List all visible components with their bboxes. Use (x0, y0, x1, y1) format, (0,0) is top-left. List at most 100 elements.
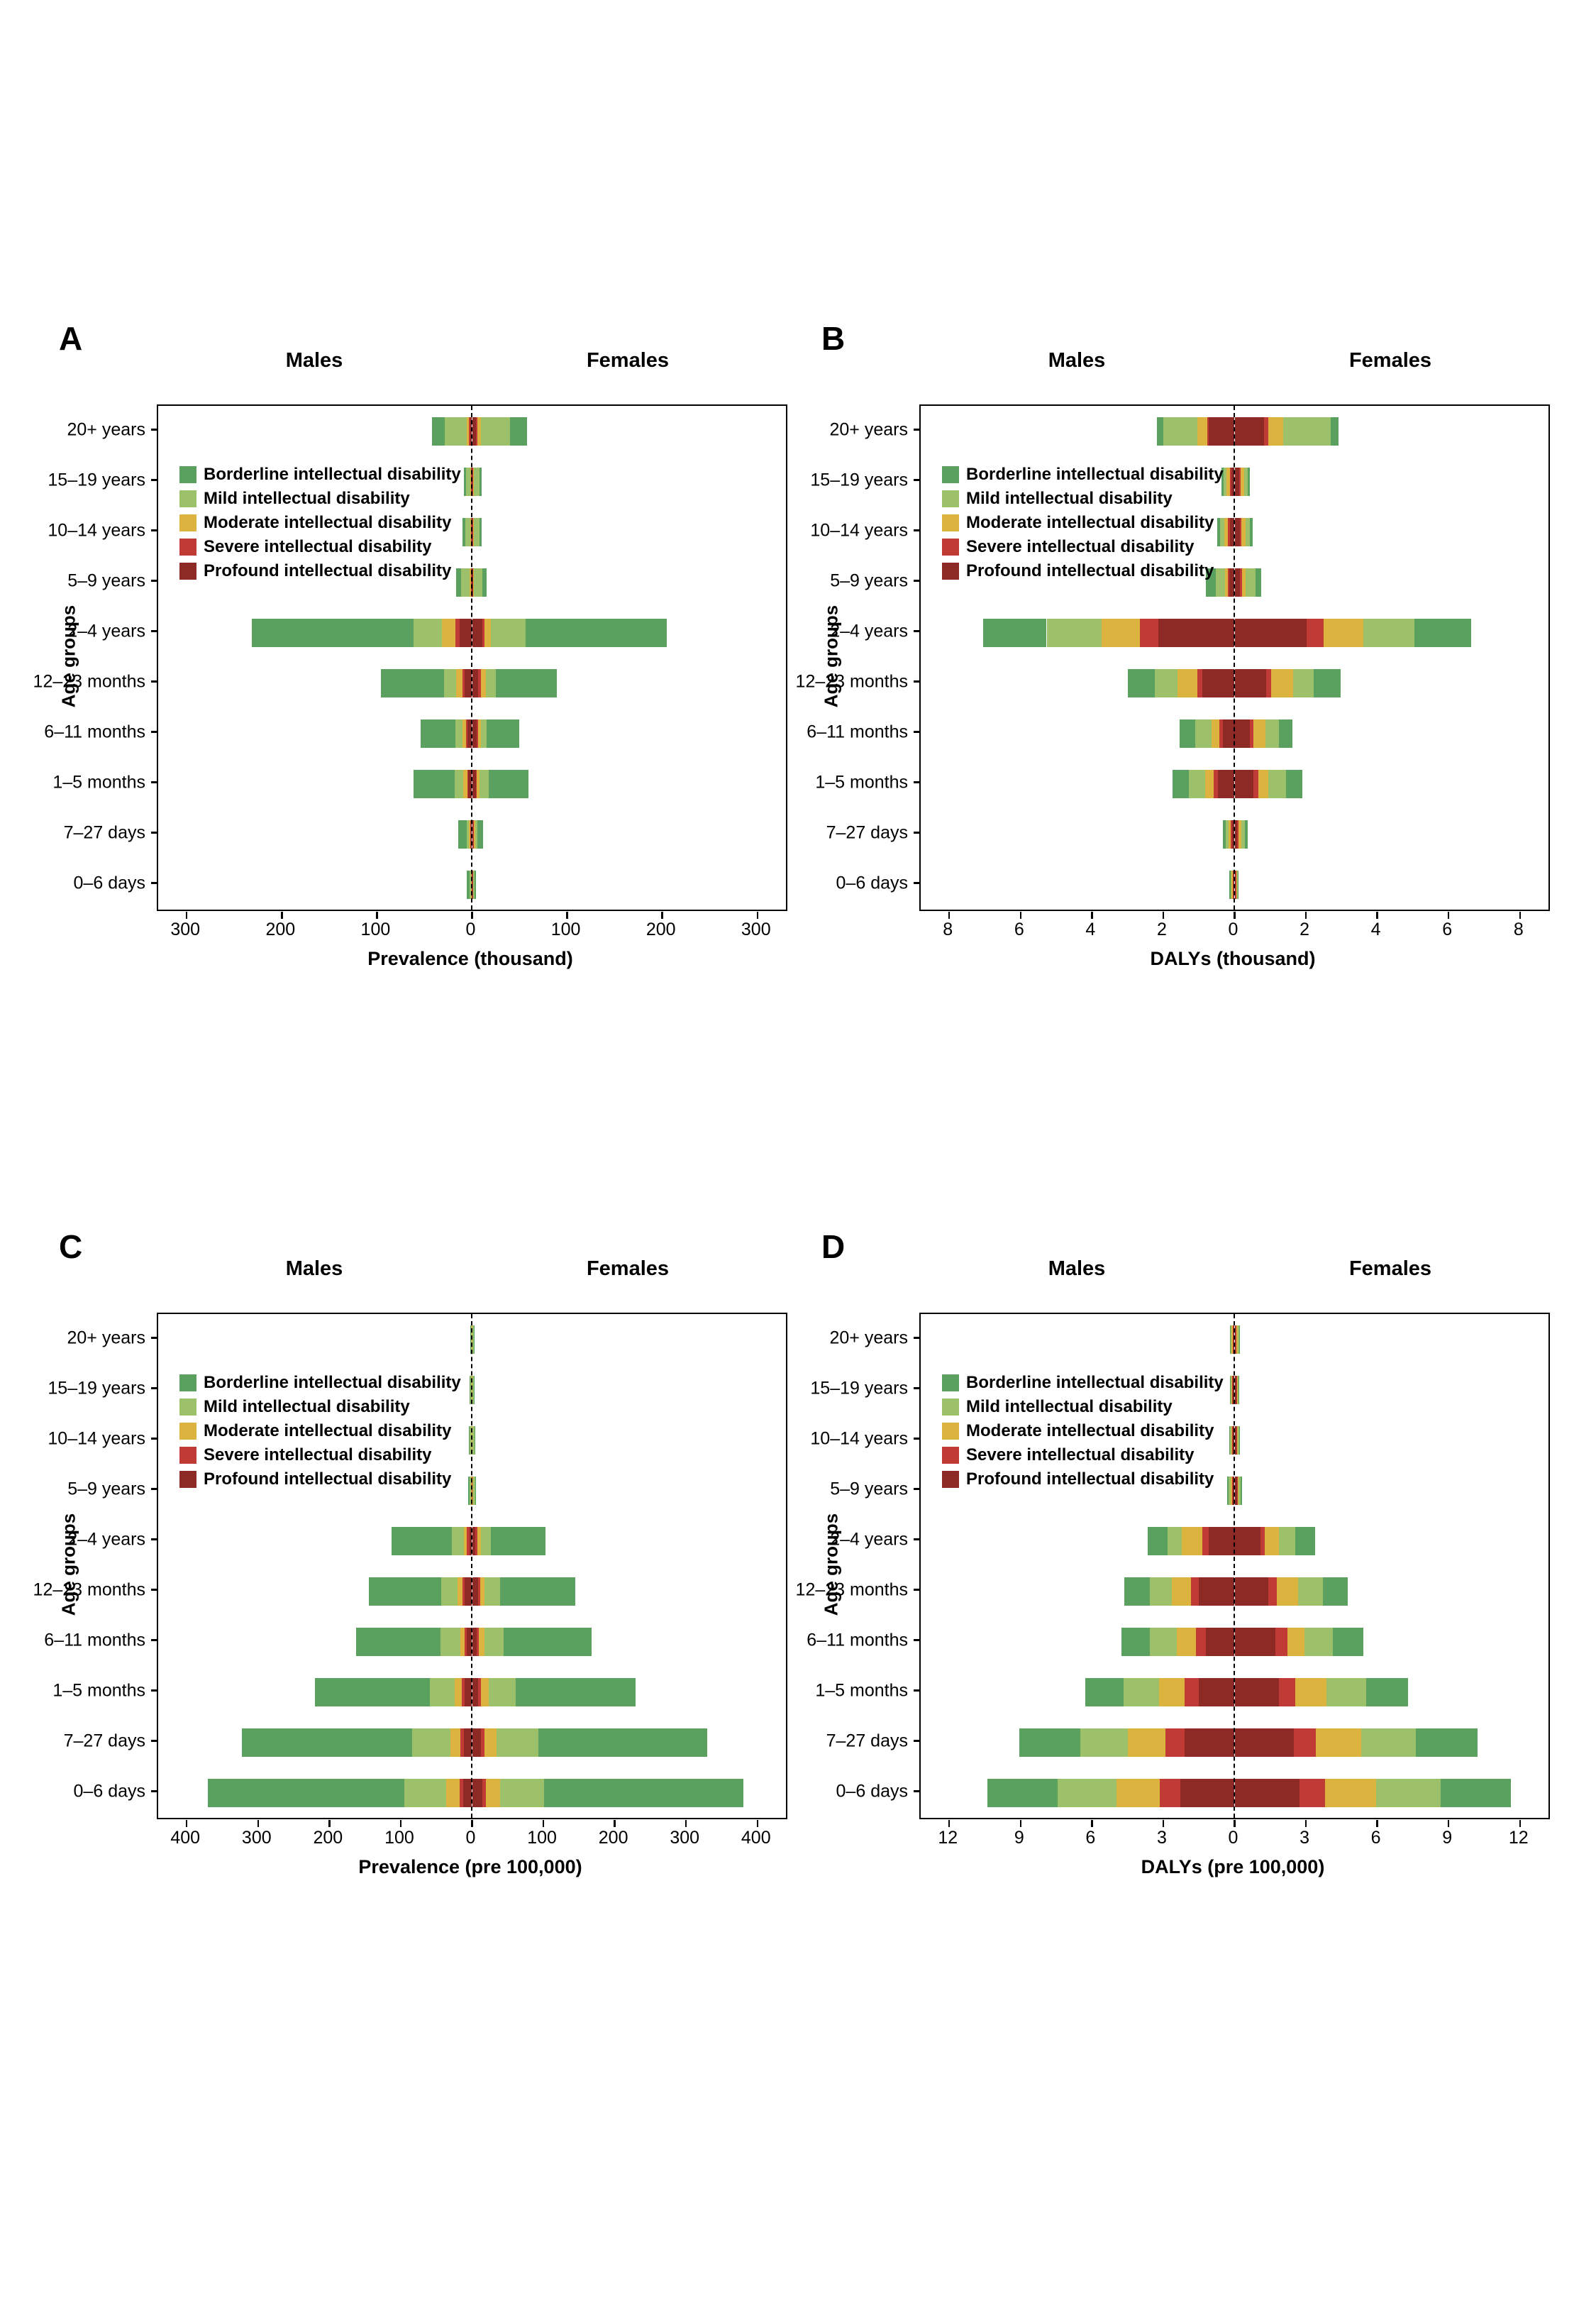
bar-segment-male-moderate (1128, 1728, 1166, 1757)
bar-segment-male-severe (1202, 1526, 1209, 1555)
bar-segment-male-mild (470, 1375, 472, 1404)
bar-segment-female-profound (1234, 1627, 1275, 1656)
bar-segment-female-severe (472, 467, 473, 496)
bar-segment-female-severe (1253, 769, 1258, 798)
bar-segment-female-mild (480, 769, 489, 798)
bar-segment-male-moderate (469, 820, 470, 849)
age-group-label: 20+ years (829, 1328, 909, 1347)
y-tick-mark (914, 1639, 921, 1641)
age-group-label: 5–9 years (67, 1479, 145, 1499)
y-tick-mark (914, 1538, 921, 1540)
bar-segment-female-mild (1363, 618, 1415, 647)
bar-segment-female-mild (472, 1325, 474, 1354)
age-group-label: 6–11 months (44, 1630, 145, 1650)
bar-segment-female-moderate (1268, 416, 1283, 446)
bar-segment-female-moderate (1240, 467, 1244, 496)
x-tick-mark (1447, 912, 1450, 919)
bar-segment-female-borderline (495, 668, 558, 697)
bar-segment-female-mild (490, 618, 526, 647)
bar-segment-male-severe (1197, 668, 1203, 697)
x-tick-label: 200 (645, 920, 676, 939)
bar-segment-male-mild (1230, 1425, 1232, 1455)
bar-segment-male-moderate (455, 1677, 462, 1706)
x-axis-labels: 400 300 200 100 0 100 200 300 400 (157, 1828, 785, 1850)
bar-segment-female-severe (1237, 820, 1239, 849)
plot-area: Borderline intellectual disability Mild i… (157, 404, 787, 919)
bar-segment-female-borderline (482, 568, 487, 597)
y-tick-mark (151, 882, 158, 884)
plot-area: Borderline intellectual disability Mild i… (919, 404, 1550, 919)
x-tick-mark (685, 1820, 687, 1827)
bar-segment-female-moderate (484, 618, 491, 647)
bar-segment-male-severe (467, 1526, 470, 1555)
legend-item: Mild intellectual disability (942, 487, 1224, 511)
bar-segment-male-moderate (470, 517, 472, 546)
x-tick-label: 100 (384, 1828, 414, 1848)
x-tick-mark (257, 1820, 260, 1827)
bar-segment-female-mild (1237, 870, 1238, 899)
bar-segment-male-borderline (1229, 870, 1231, 899)
panel-label: B (821, 320, 846, 357)
legend-item-label: Moderate intellectual disability (966, 513, 1214, 532)
age-group-label: 15–19 years (810, 1378, 908, 1398)
bar-segment-male-mild (465, 517, 471, 546)
bar-segment-female-mild (474, 568, 483, 597)
bar-segment-male-borderline (242, 1728, 412, 1757)
x-tick-mark (756, 912, 759, 919)
y-tick-mark (151, 1337, 158, 1339)
legend-swatch-profound (942, 563, 959, 580)
legend-item-label: Borderline intellectual disability (966, 465, 1224, 484)
bar-segment-female-borderline (544, 1778, 743, 1807)
bar-segment-female-borderline (479, 467, 482, 496)
bar-segment-female-profound (472, 1778, 482, 1807)
panel-B: B Males Females Age groups Borderline in… (796, 312, 1561, 1022)
bar-segment-female-profound (1234, 1577, 1269, 1606)
bar-segment-male-borderline (1227, 1476, 1229, 1505)
bar-segment-male-profound (1209, 416, 1235, 446)
bar-segment-female-severe (1278, 1677, 1295, 1706)
bar-segment-female-mild (1243, 467, 1248, 496)
bar-segment-male-mild (1080, 1728, 1129, 1757)
bar-segment-male-severe (1213, 769, 1219, 798)
bar-segment-female-moderate (477, 1526, 481, 1555)
zero-baseline (1234, 406, 1235, 910)
bar-segment-female-moderate (1258, 769, 1268, 798)
bar-segment-male-borderline (1127, 668, 1155, 697)
bar-segment-female-profound (1234, 719, 1251, 748)
legend-item-label: Mild intellectual disability (966, 1397, 1173, 1416)
bar-segment-male-moderate (462, 719, 466, 748)
panel-label: D (821, 1228, 846, 1265)
age-group-label: 20+ years (67, 419, 146, 439)
bar-segment-female-profound (1234, 769, 1254, 798)
x-tick-mark (185, 1820, 188, 1827)
x-tick-label: 6 (1370, 1828, 1381, 1848)
bar-segment-female-severe (1307, 618, 1324, 647)
x-tick-label: 300 (741, 920, 771, 939)
bar-segment-male-moderate (1231, 870, 1233, 899)
bar-segment-male-severe (465, 1627, 467, 1656)
bar-segment-male-mild (1230, 870, 1232, 899)
y-tick-mark (914, 1337, 921, 1339)
bar-segment-female-severe (472, 820, 475, 849)
age-group-label: 2–4 years (830, 621, 908, 641)
males-header: Males (1048, 349, 1106, 372)
legend-swatch-mild (179, 490, 196, 507)
x-tick-label: 400 (741, 1828, 771, 1848)
bar-segment-male-moderate (455, 668, 462, 697)
bar-segment-female-moderate (1316, 1728, 1362, 1757)
legend-item-label: Severe intellectual disability (966, 537, 1195, 556)
bar-segment-female-severe (1250, 719, 1254, 748)
bar-segment-male-profound (1229, 568, 1235, 597)
age-group-label: 2–4 years (830, 1529, 908, 1549)
bar-segment-male-mild (444, 668, 456, 697)
bar-segment-female-borderline (1279, 719, 1293, 748)
bar-segment-female-profound (472, 668, 479, 697)
plot-area: Borderline intellectual disability Mild i… (919, 1313, 1550, 1827)
legend-item: Moderate intellectual disability (179, 1419, 461, 1443)
bar-segment-female-severe (476, 1627, 480, 1656)
y-tick-mark (151, 1740, 158, 1742)
males-header: Males (1048, 1257, 1106, 1280)
legend-item-label: Borderline intellectual disability (204, 465, 461, 484)
x-tick-mark (1376, 1820, 1378, 1827)
